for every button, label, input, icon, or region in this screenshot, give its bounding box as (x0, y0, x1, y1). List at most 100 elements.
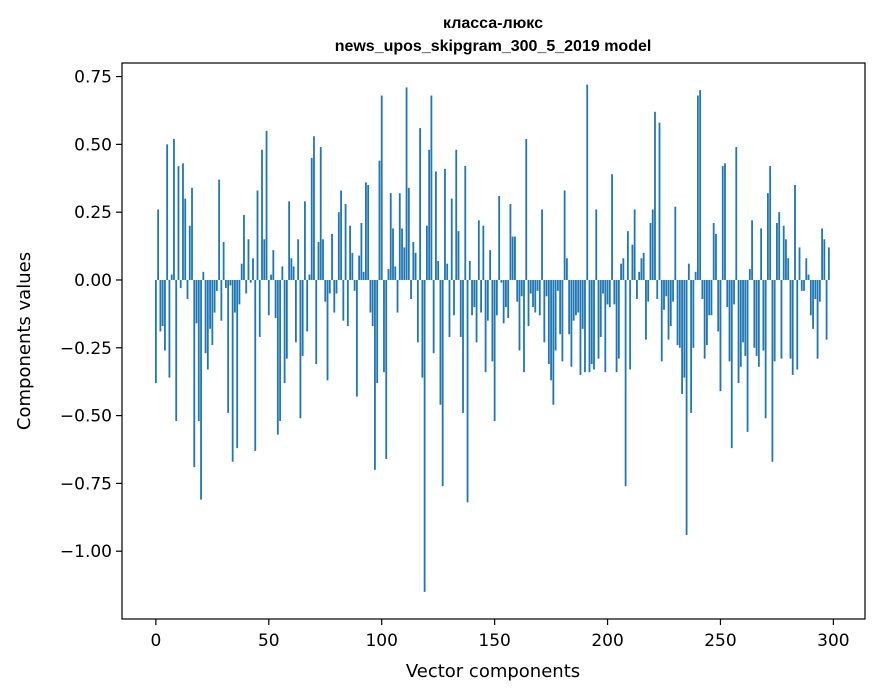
bar (651, 209, 654, 280)
bar (545, 279, 548, 297)
bar (245, 279, 248, 294)
bar (631, 244, 634, 280)
bar (798, 247, 801, 280)
bar (193, 279, 196, 468)
bar (231, 279, 234, 462)
bar (285, 279, 288, 359)
bar (550, 279, 552, 381)
bar (328, 279, 331, 294)
bar (437, 260, 440, 280)
bar (360, 223, 363, 280)
bar (410, 279, 412, 299)
plot-frame (121, 62, 866, 620)
bar (281, 266, 284, 280)
y-tick-label: −1.00 (60, 542, 112, 562)
bar (448, 279, 451, 337)
bar (502, 279, 505, 324)
bar (310, 157, 313, 280)
bar (206, 279, 209, 370)
bar (608, 279, 611, 308)
bar (604, 279, 607, 373)
bar (213, 279, 216, 313)
bar (814, 279, 817, 299)
bar (462, 279, 464, 413)
bar (333, 279, 336, 313)
bar (254, 279, 257, 451)
bar (572, 279, 575, 321)
bar (211, 279, 214, 346)
bar (222, 242, 225, 280)
bar (581, 279, 584, 329)
bar (794, 185, 796, 280)
bar (177, 166, 180, 280)
bar (495, 279, 498, 316)
bar (667, 279, 670, 340)
bar (319, 147, 322, 280)
bar (353, 279, 356, 291)
bar (256, 190, 259, 280)
bar (274, 279, 277, 318)
bar (812, 279, 814, 329)
bar (769, 166, 772, 280)
bar (335, 279, 338, 294)
bar (229, 279, 232, 286)
bar (529, 279, 532, 294)
bar (516, 279, 519, 302)
bar (414, 252, 417, 280)
bar (800, 279, 803, 291)
bar (588, 279, 591, 373)
y-tick-label: −0.50 (60, 407, 112, 427)
bar (405, 87, 408, 280)
bar (486, 279, 489, 321)
bar (827, 247, 830, 280)
bar (313, 136, 315, 280)
bar (636, 279, 638, 299)
bar (157, 209, 160, 280)
bar (498, 195, 501, 280)
bar (721, 166, 724, 280)
bar (466, 279, 469, 503)
bar (746, 279, 749, 432)
bar (579, 279, 582, 375)
bar (425, 225, 428, 280)
bar (805, 258, 808, 280)
bar (355, 279, 358, 397)
bar (270, 274, 272, 280)
bar (615, 279, 618, 373)
bar (602, 279, 604, 294)
bar (200, 279, 202, 500)
bar (258, 279, 261, 337)
bar (161, 279, 164, 327)
bar (283, 279, 286, 384)
bar (299, 279, 302, 419)
bar (301, 279, 304, 356)
bar (252, 258, 254, 280)
bar (823, 239, 826, 280)
bar (595, 209, 598, 280)
bar (678, 279, 681, 348)
bar (432, 279, 435, 354)
bar (696, 95, 699, 280)
bar (778, 212, 781, 280)
bar (692, 279, 695, 348)
bar (331, 233, 333, 280)
bar (780, 279, 783, 359)
bar (450, 198, 453, 280)
bar (660, 279, 663, 362)
bar (376, 279, 379, 384)
bar (383, 279, 385, 373)
bar (175, 279, 178, 422)
bar (699, 90, 702, 280)
bar (215, 279, 218, 291)
bar (430, 95, 433, 280)
bar (760, 228, 763, 280)
bar (717, 279, 720, 332)
bar (514, 236, 516, 280)
bar (744, 279, 747, 356)
bar (547, 279, 550, 365)
bar (575, 279, 577, 316)
bar (785, 239, 787, 280)
bar (484, 279, 487, 373)
bar (593, 279, 595, 370)
bar (457, 231, 460, 280)
